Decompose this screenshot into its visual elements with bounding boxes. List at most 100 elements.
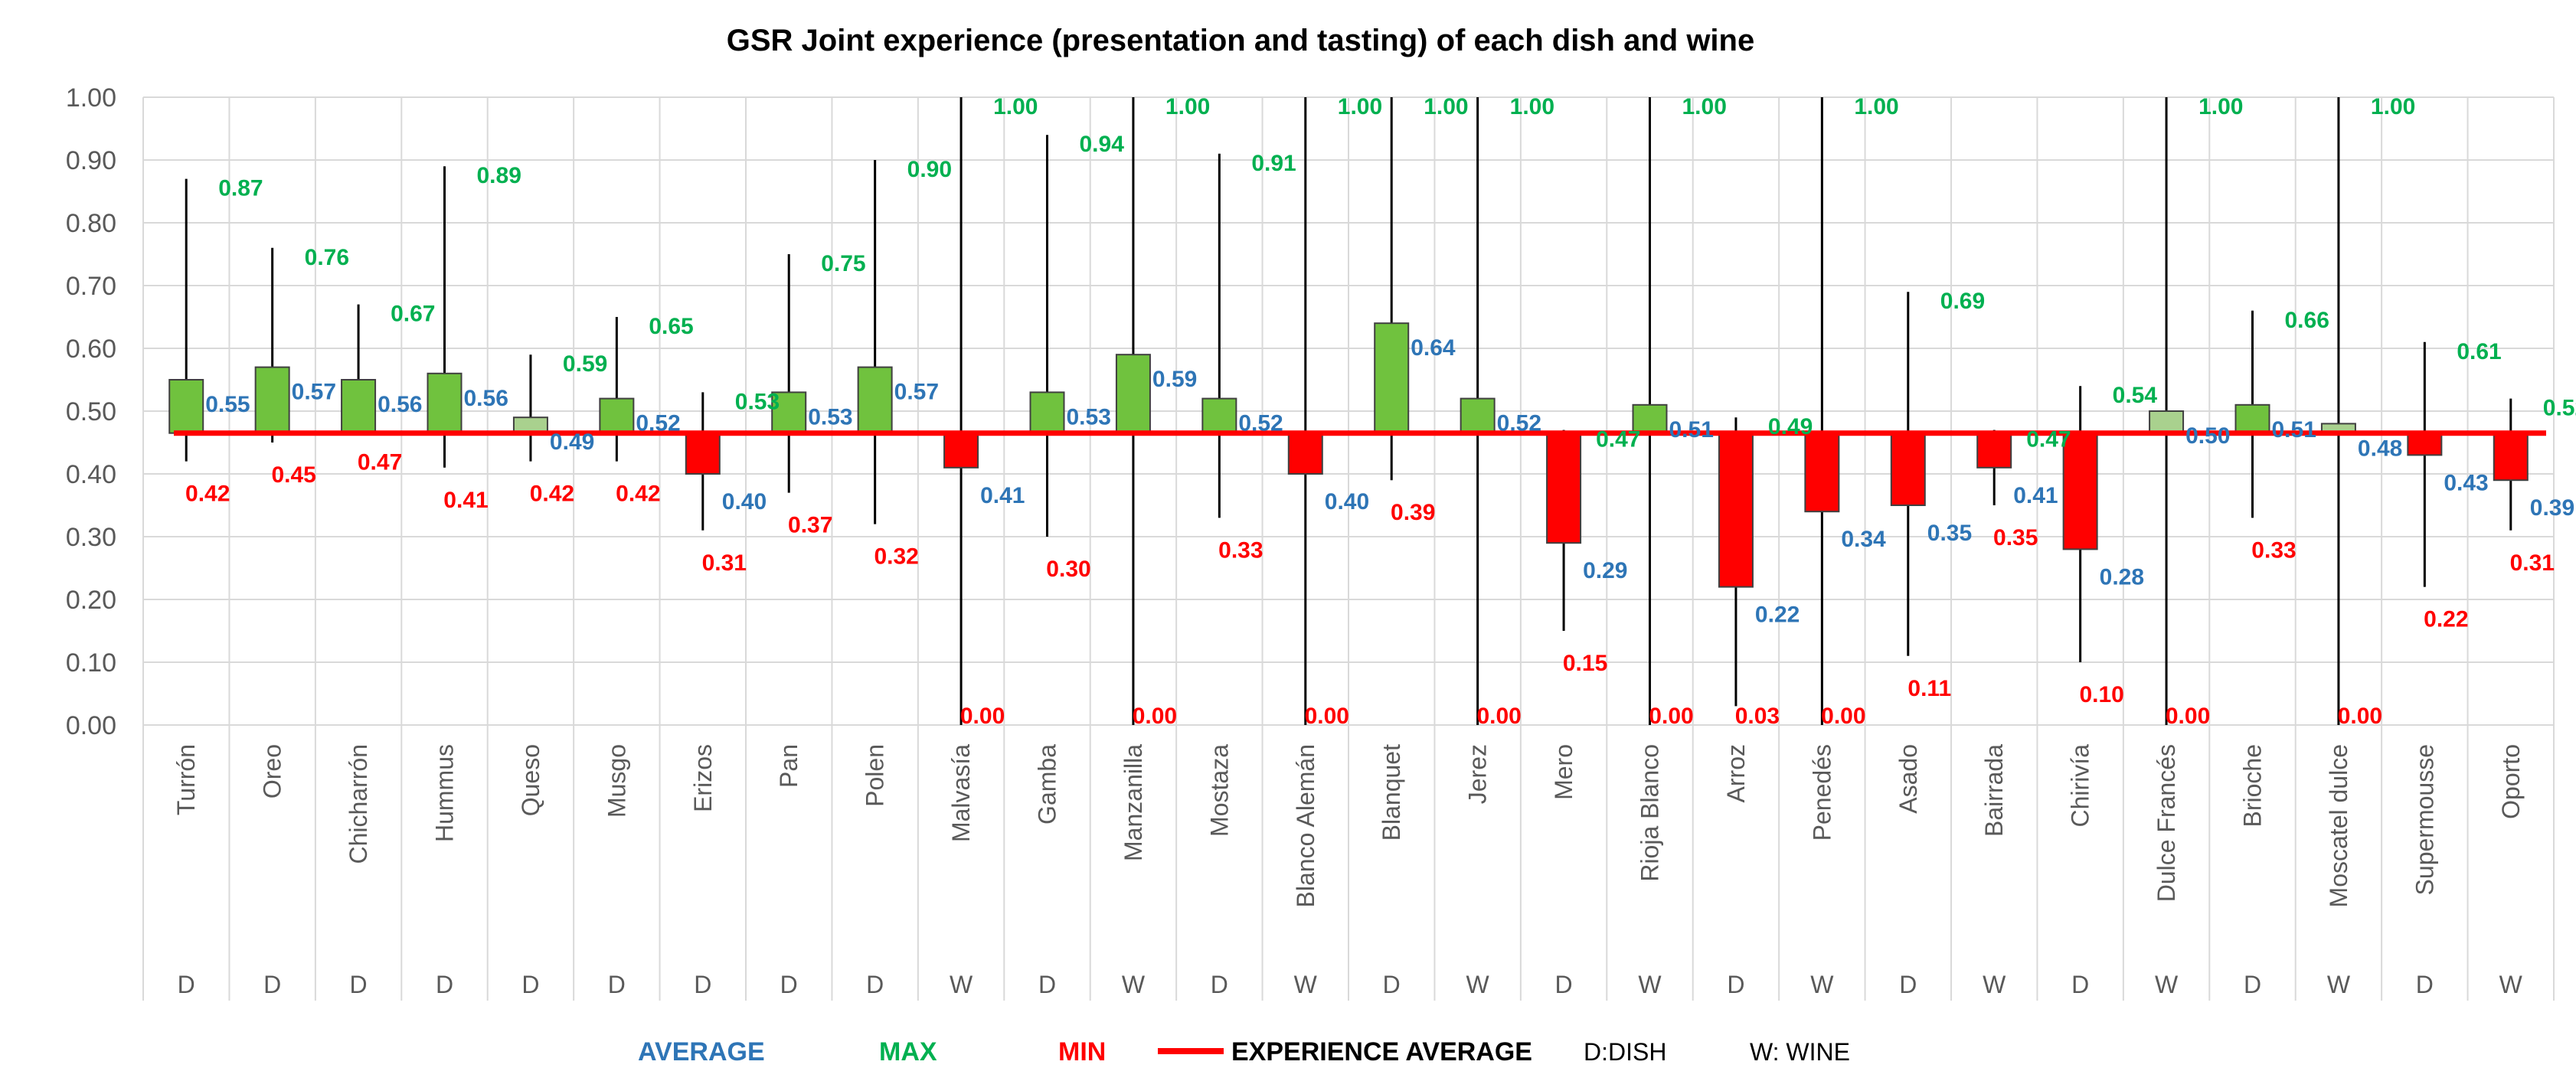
average-label: 0.28 [2100,564,2144,589]
x-category-label: Chirivía [2067,744,2094,828]
x-type-label: W [1122,971,1146,998]
x-type-label: D [1555,971,1573,998]
x-type-label: D [2244,971,2261,998]
max-label: 0.75 [821,251,865,276]
max-label: 0.59 [563,351,607,377]
bar [2493,432,2529,482]
legend-average: AVERAGE [638,1037,765,1066]
average-label: 0.41 [980,483,1025,508]
average-label: 0.59 [1152,367,1197,392]
x-category-label: Hummus [431,744,459,842]
legend-max: MAX [879,1037,937,1066]
max-label: 0.67 [391,302,435,327]
x-type-label: D [608,971,626,998]
gridlines [142,96,2555,1001]
bar [168,379,204,434]
x-type-label: W [2499,971,2523,998]
x-type-label: D [2071,971,2089,998]
min-label: 0.33 [2251,537,2296,563]
min-label: 0.00 [1821,704,1865,729]
x-category-label: Chicharrón [345,744,372,864]
x-type-label: W [2327,971,2351,998]
average-label: 0.51 [1669,417,1714,443]
bar [771,391,807,434]
bar [599,397,635,434]
x-type-label: D [1038,971,1056,998]
max-label: 1.00 [2198,94,2243,119]
max-label: 1.00 [2371,94,2415,119]
legend-dish: D:DISH [1584,1038,1666,1066]
min-label: 0.03 [1735,704,1780,729]
min-label: 0.00 [2338,704,2382,729]
min-label: 0.35 [1993,525,2038,550]
min-label: 0.30 [1046,557,1090,582]
y-tick-label: 0.20 [66,586,116,615]
min-label: 0.00 [2166,704,2210,729]
min-label: 0.45 [271,462,315,488]
x-category-label: Jerez [1464,744,1492,804]
x-type-label: W [1294,971,1318,998]
bar [1201,397,1237,434]
min-label: 0.00 [1133,704,1177,729]
max-label: 0.76 [305,245,349,270]
average-label: 0.57 [894,380,939,405]
legend-wine: W: WINE [1750,1038,1850,1066]
bar [1029,391,1065,434]
average-label: 0.53 [808,404,852,429]
min-label: 0.00 [1476,704,1521,729]
min-label: 0.00 [1649,704,1693,729]
bar [1718,432,1754,588]
average-label: 0.52 [1497,411,1541,436]
y-tick-label: 0.10 [66,648,116,678]
x-category-label: Polen [861,744,889,807]
x-category-label: Manzanilla [1120,744,1147,861]
x-type-label: D [1211,971,1228,998]
x-category-label: Mostaza [1205,744,1233,837]
bar [1287,432,1323,475]
average-label: 0.64 [1411,335,1456,361]
x-type-label: D [1899,971,1917,998]
average-label: 0.34 [1841,527,1886,552]
average-label: 0.52 [1238,411,1283,436]
min-label: 0.42 [616,482,660,507]
bar [1976,432,2012,469]
y-tick-label: 0.90 [66,146,116,175]
max-label: 0.53 [735,389,780,414]
max-label: 0.65 [649,314,693,339]
max-label: 0.66 [2285,308,2329,333]
max-label: 1.00 [1424,94,1468,119]
x-type-label: W [1983,971,2006,998]
x-type-label: D [780,971,798,998]
x-type-label: D [436,971,453,998]
average-label: 0.43 [2444,470,2488,495]
x-type-label: D [1727,971,1744,998]
average-label: 0.40 [1325,489,1369,514]
bar [427,372,463,434]
x-category-label: Blanco Alemán [1292,744,1319,907]
average-label: 0.56 [464,386,508,411]
average-label: 0.39 [2530,495,2574,521]
min-label: 0.42 [185,482,230,507]
x-type-label: W [1810,971,1834,998]
max-label: 0.54 [2113,383,2158,408]
min-label: 0.31 [2510,550,2555,576]
min-label: 0.11 [1907,676,1951,701]
x-type-label: D [866,971,884,998]
bar [2407,432,2443,456]
average-label: 0.49 [550,429,594,455]
max-label: 0.61 [2457,339,2501,364]
chart-title: GSR Joint experience (presentation and t… [727,24,1754,57]
x-type-label: W [950,971,973,998]
x-category-label: Brioche [2239,744,2267,828]
average-label: 0.35 [1927,521,1972,546]
data-labels: 0.55 0.87 0.42 0.57 0.76 0.45 0.56 0.67 0.47 0.56… [185,94,2576,729]
bar [1115,354,1151,434]
average-label: 0.48 [2358,436,2402,461]
average-label: 0.50 [2185,423,2230,449]
x-category-label: Arroz [1722,744,1750,802]
min-label: 0.22 [2424,607,2468,632]
x-type-label: D [178,971,195,998]
x-category-label: Queso [517,744,544,816]
max-label: 0.47 [1596,427,1640,452]
